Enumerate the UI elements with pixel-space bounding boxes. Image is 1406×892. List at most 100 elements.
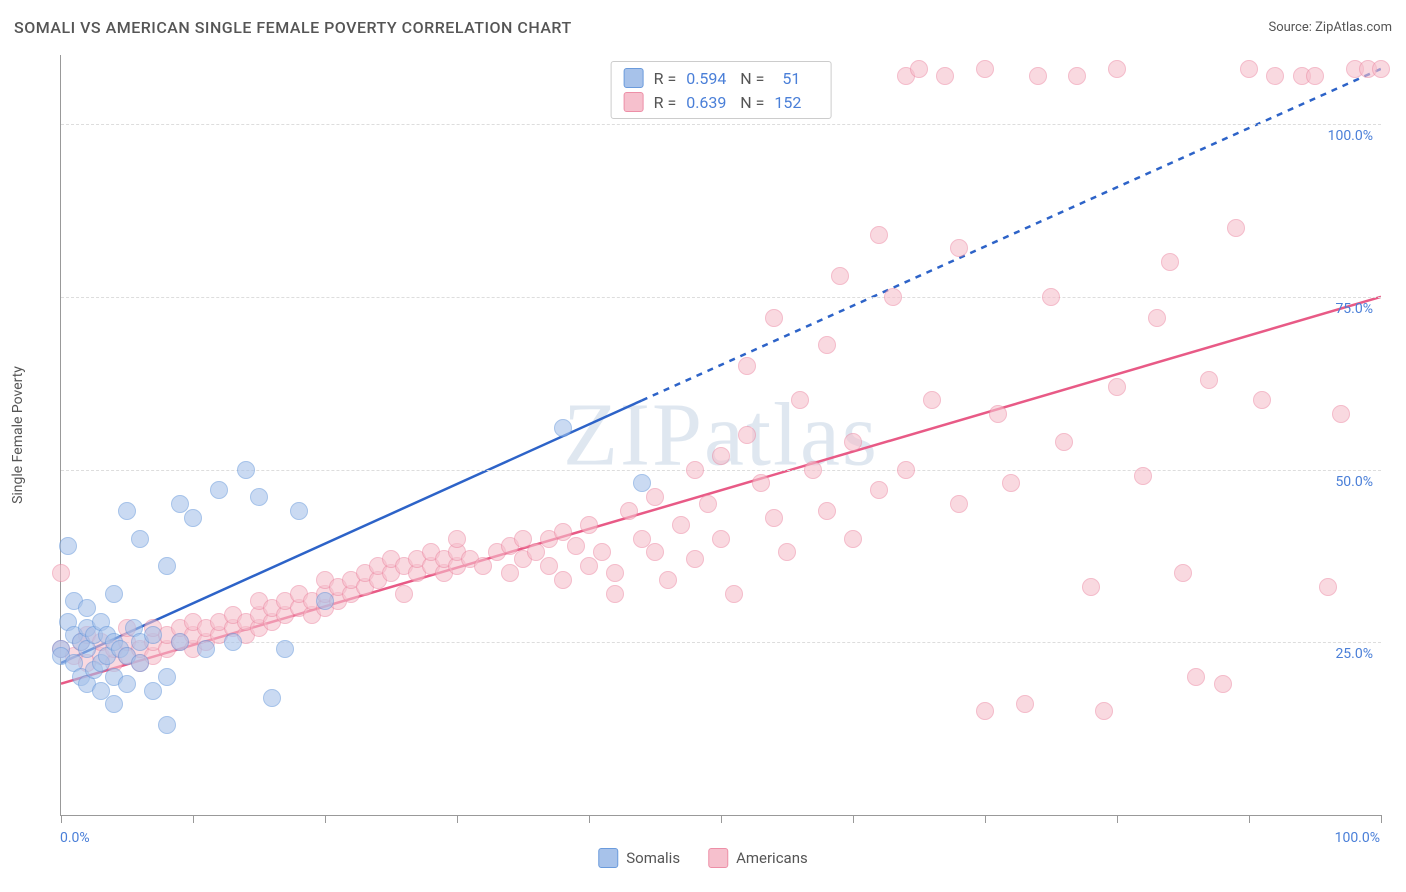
data-point xyxy=(158,668,176,686)
data-point xyxy=(580,516,598,534)
chart-title: SOMALI VS AMERICAN SINGLE FEMALE POVERTY… xyxy=(14,18,572,37)
data-point xyxy=(844,433,862,451)
data-point xyxy=(52,564,70,582)
data-point xyxy=(171,633,189,651)
swatch-somalis xyxy=(598,848,618,868)
data-point xyxy=(224,633,242,651)
legend-label-somalis: Somalis xyxy=(626,849,680,867)
data-point xyxy=(59,537,77,555)
data-point xyxy=(184,509,202,527)
x-tick xyxy=(853,815,854,823)
data-point xyxy=(818,336,836,354)
data-point xyxy=(448,530,466,548)
data-point xyxy=(593,543,611,561)
data-point xyxy=(580,557,598,575)
gridline xyxy=(61,297,1381,298)
data-point xyxy=(818,502,836,520)
data-point xyxy=(1095,702,1113,720)
gridline xyxy=(61,642,1381,643)
data-point xyxy=(1108,60,1126,78)
data-point xyxy=(712,447,730,465)
data-point xyxy=(395,585,413,603)
data-point xyxy=(197,640,215,658)
legend-bottom: Somalis Americans xyxy=(598,848,807,868)
data-point xyxy=(1253,391,1271,409)
data-point xyxy=(263,689,281,707)
data-point xyxy=(144,682,162,700)
data-point xyxy=(1016,695,1034,713)
legend-item-somalis: Somalis xyxy=(598,848,680,868)
source-label: Source: ZipAtlas.com xyxy=(1268,20,1392,35)
data-point xyxy=(554,571,572,589)
data-point xyxy=(884,288,902,306)
data-point xyxy=(791,391,809,409)
data-point xyxy=(1266,67,1284,85)
r-value-americans: 0.639 xyxy=(686,93,730,112)
ytick-label: 50.0% xyxy=(1335,474,1373,490)
data-point xyxy=(237,461,255,479)
data-point xyxy=(738,426,756,444)
data-point xyxy=(712,530,730,548)
data-point xyxy=(870,481,888,499)
legend-stats: R = 0.594 N = 51 R = 0.639 N = 152 xyxy=(611,61,832,119)
data-point xyxy=(778,543,796,561)
data-point xyxy=(158,716,176,734)
x-tick xyxy=(721,815,722,823)
data-point xyxy=(699,495,717,513)
data-point xyxy=(474,557,492,575)
data-point xyxy=(1200,371,1218,389)
data-point xyxy=(646,488,664,506)
data-point xyxy=(250,488,268,506)
x-tick xyxy=(61,815,62,823)
legend-stats-row-americans: R = 0.639 N = 152 xyxy=(624,90,819,114)
data-point xyxy=(210,481,228,499)
data-point xyxy=(950,239,968,257)
data-point xyxy=(936,67,954,85)
data-point xyxy=(804,461,822,479)
data-point xyxy=(131,530,149,548)
data-point xyxy=(1372,60,1390,78)
x-tick xyxy=(193,815,194,823)
data-point xyxy=(1108,378,1126,396)
x-tick xyxy=(1381,815,1382,823)
x-left-label: 0.0% xyxy=(60,830,90,846)
data-point xyxy=(976,702,994,720)
data-point xyxy=(950,495,968,513)
data-point xyxy=(1174,564,1192,582)
data-point xyxy=(752,474,770,492)
data-point xyxy=(1082,578,1100,596)
data-point xyxy=(765,509,783,527)
data-point xyxy=(1240,60,1258,78)
n-label: N = xyxy=(740,93,764,112)
data-point xyxy=(105,585,123,603)
data-point xyxy=(1055,433,1073,451)
x-tick xyxy=(457,815,458,823)
data-point xyxy=(672,516,690,534)
data-point xyxy=(501,564,519,582)
r-label: R = xyxy=(654,93,677,112)
gridline xyxy=(61,124,1381,125)
data-point xyxy=(131,654,149,672)
source-prefix: Source: xyxy=(1268,20,1315,35)
gridline xyxy=(61,470,1381,471)
regression-lines xyxy=(61,55,1381,815)
n-value-americans: 152 xyxy=(774,93,818,112)
legend-stats-row-somalis: R = 0.594 N = 51 xyxy=(624,66,819,90)
data-point xyxy=(1161,253,1179,271)
data-point xyxy=(1332,405,1350,423)
data-point xyxy=(144,626,162,644)
data-point xyxy=(316,592,334,610)
swatch-americans xyxy=(708,848,728,868)
x-tick xyxy=(325,815,326,823)
data-point xyxy=(1148,309,1166,327)
data-point xyxy=(1306,67,1324,85)
data-point xyxy=(1134,467,1152,485)
data-point xyxy=(633,474,651,492)
y-axis-label: Single Female Poverty xyxy=(10,366,26,504)
data-point xyxy=(290,502,308,520)
x-tick xyxy=(1117,815,1118,823)
plot-area: ZIPatlas R = 0.594 N = 51 R = 0.639 N = … xyxy=(60,55,1381,816)
data-point xyxy=(554,419,572,437)
x-right-label: 100.0% xyxy=(1335,830,1380,846)
data-point xyxy=(118,675,136,693)
